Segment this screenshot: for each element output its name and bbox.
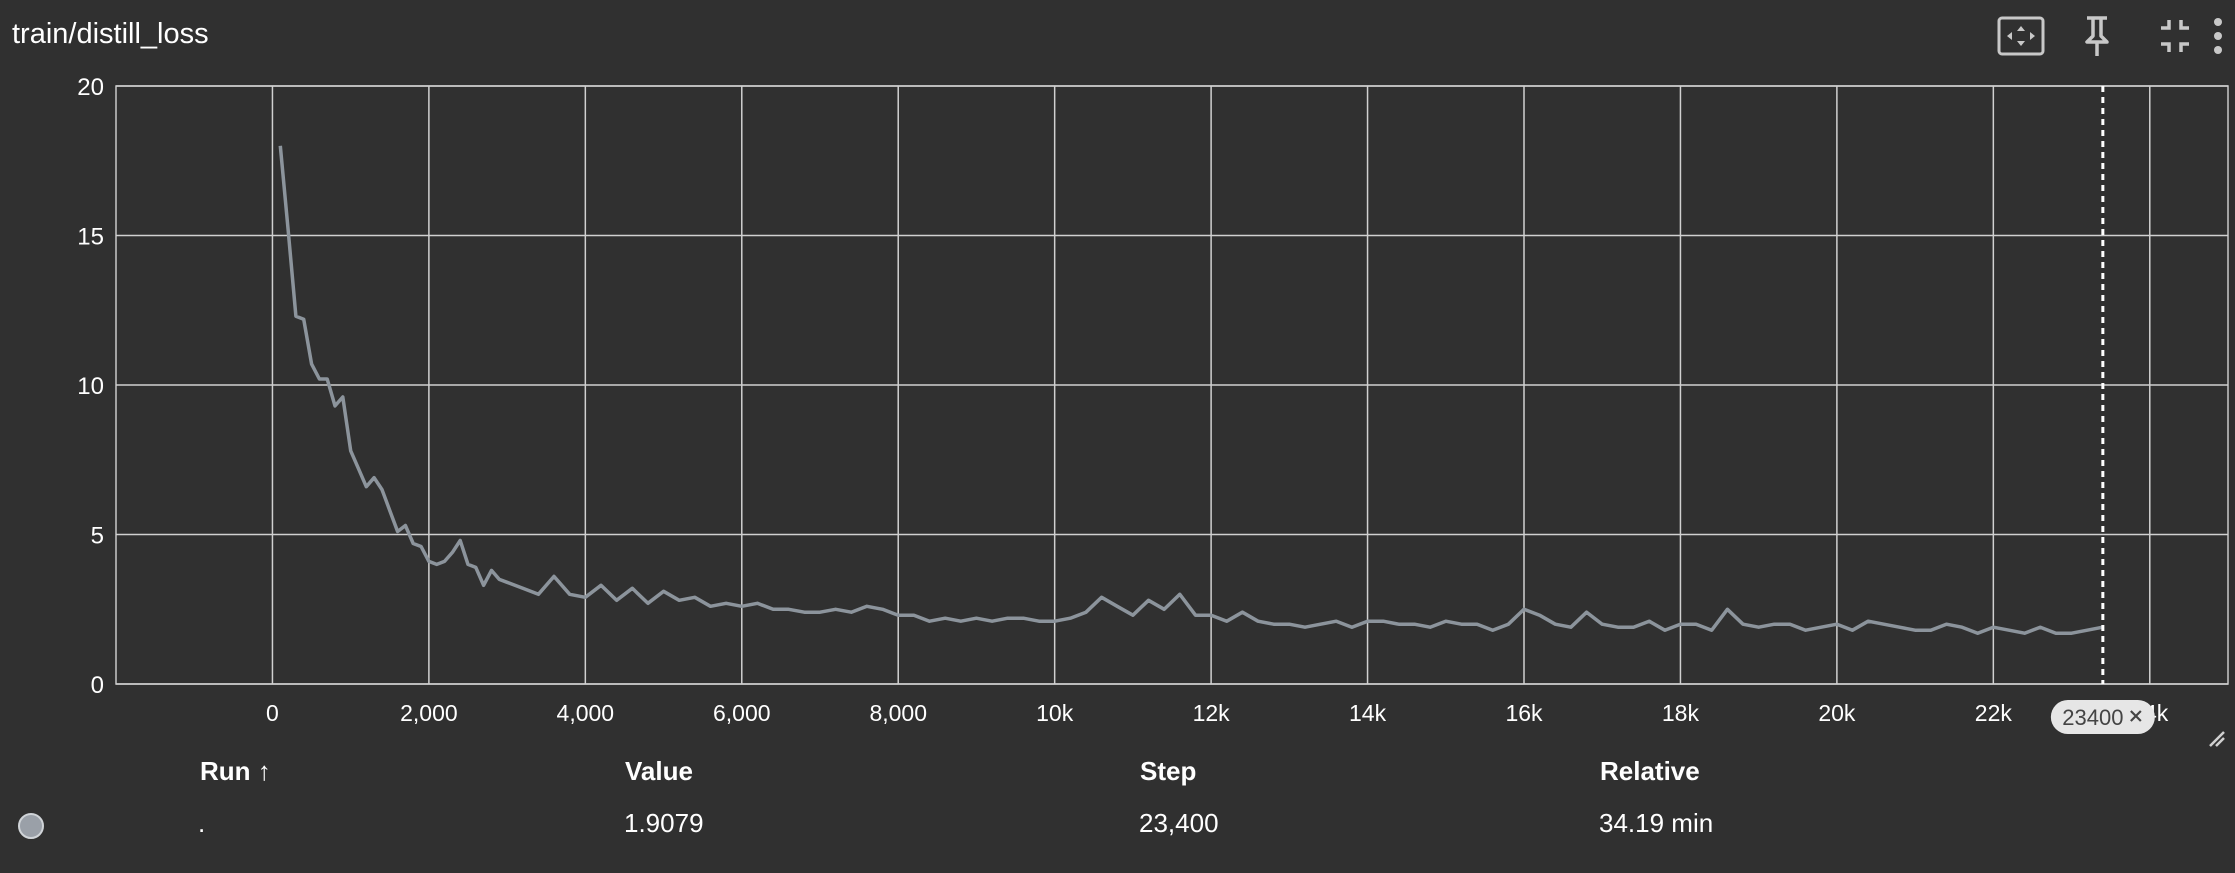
row-step: 23,400	[1139, 808, 1219, 838]
hover-close-icon	[2130, 710, 2142, 722]
x-tick-label: 2,000	[400, 700, 458, 726]
sort-arrow-icon: ↑	[257, 756, 271, 786]
header-run[interactable]: Run ↑	[200, 756, 271, 787]
collapse-icon[interactable]	[2147, 12, 2203, 62]
more-vertical-icon[interactable]	[2201, 12, 2235, 62]
x-tick-label: 12k	[1193, 700, 1231, 726]
row-run: .	[198, 808, 206, 838]
x-tick-label: 18k	[1662, 700, 1700, 726]
x-tick-label: 6,000	[713, 700, 771, 726]
x-tick-label: 14k	[1349, 700, 1387, 726]
y-tick-label: 5	[91, 523, 104, 550]
x-tick-label: 22k	[1975, 700, 2013, 726]
resize-handle-icon[interactable]	[2206, 728, 2226, 748]
header-relative[interactable]: Relative	[1600, 756, 1700, 786]
chart-svg[interactable]: 0 5 10 15 20 0 2,000 4,000 6,000 8,000 10k 12k 14k 16…	[0, 70, 2235, 740]
hover-step-chip	[2050, 700, 2155, 734]
run-color-dot	[18, 813, 44, 839]
pin-icon[interactable]	[2069, 12, 2125, 62]
y-tick-label: 10	[77, 373, 104, 400]
row-value: 1.9079	[624, 808, 704, 838]
data-table: Run ↑ Value Step Relative . 1.9079 23,40…	[0, 750, 2235, 873]
x-tick-label: 20k	[1818, 700, 1856, 726]
header-value[interactable]: Value	[625, 756, 693, 786]
row-relative: 34.19 min	[1599, 808, 1714, 838]
fit-to-data-icon[interactable]	[1989, 12, 2045, 62]
x-tick-label: 0	[266, 700, 279, 726]
header-run-label: Run	[200, 756, 251, 786]
x-tick-label: 4,000	[557, 700, 615, 726]
header-step[interactable]: Step	[1140, 756, 1197, 786]
series-line	[278, 145, 2104, 635]
card-title: train/distill_loss	[12, 18, 209, 50]
x-tick-label: 8,000	[869, 700, 927, 726]
y-tick-label: 0	[91, 672, 104, 699]
line-chart[interactable]: 0 5 10 15 20 0 2,000 4,000 6,000 8,000 10k 12k 14k 16…	[0, 70, 2235, 740]
x-tick-label: 16k	[1505, 700, 1543, 726]
y-tick-label: 20	[77, 74, 104, 101]
hover-step-label: 23400	[2062, 705, 2123, 730]
x-tick-label: 10k	[1036, 700, 1074, 726]
y-tick-label: 15	[77, 224, 104, 251]
